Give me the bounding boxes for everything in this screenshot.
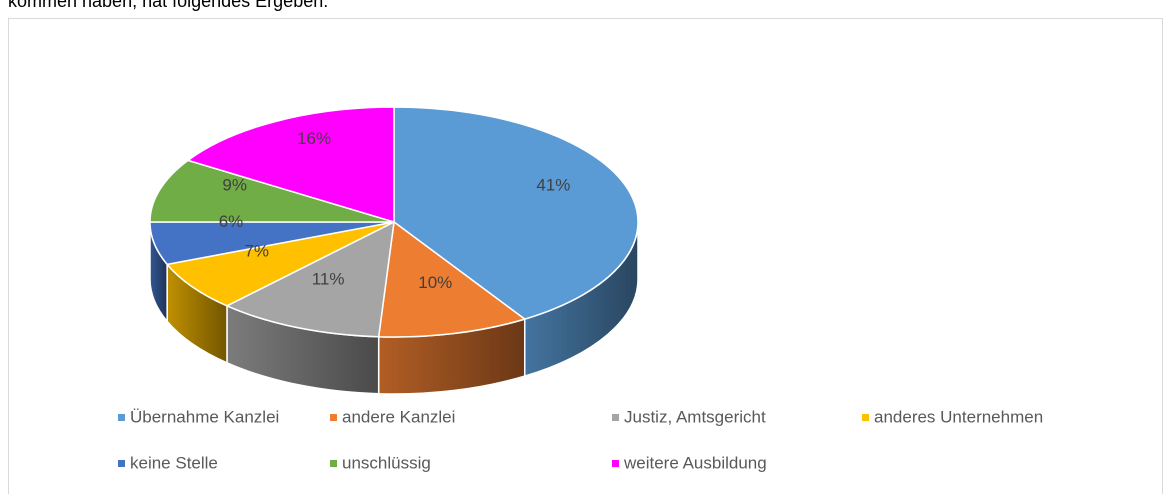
- slice: [149, 159, 395, 223]
- legend-label: weitere Ausbildung: [623, 453, 767, 472]
- data-label: 9%: [222, 176, 247, 195]
- intro-text: kommen haben, hat folgendes Ergeben:: [8, 0, 329, 11]
- legend-swatch: [612, 414, 619, 421]
- legend-swatch: [862, 414, 869, 421]
- slice: [225, 220, 395, 338]
- data-label: 6%: [219, 212, 244, 231]
- slice: [186, 106, 395, 224]
- data-label: 7%: [244, 241, 269, 260]
- legend-swatch: [612, 460, 619, 467]
- legend-swatch: [118, 460, 125, 467]
- legend-label: unschlüssig: [342, 453, 431, 472]
- legend-label: keine Stelle: [130, 453, 218, 472]
- slice: [377, 220, 527, 338]
- legend-swatch: [118, 414, 125, 421]
- legend-label: Übernahme Kanzlei: [130, 407, 279, 426]
- slice: [165, 221, 395, 307]
- legend-label: anderes Unternehmen: [874, 407, 1043, 426]
- legend-label: Justiz, Amtsgericht: [624, 407, 766, 426]
- data-label: 10%: [418, 273, 452, 292]
- legend-swatch: [330, 460, 337, 467]
- slice: [393, 106, 639, 320]
- data-label: 16%: [297, 129, 331, 148]
- data-label: 11%: [312, 269, 345, 288]
- data-label: 41%: [536, 176, 570, 195]
- legend-label: andere Kanzlei: [342, 407, 455, 426]
- legend-swatch: [330, 414, 337, 421]
